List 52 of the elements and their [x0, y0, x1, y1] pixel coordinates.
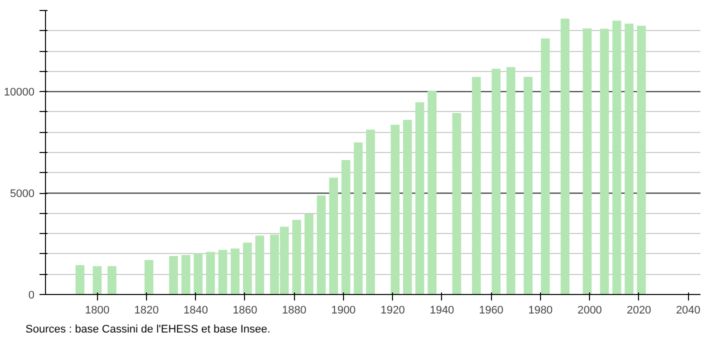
bar — [292, 220, 302, 294]
bar — [560, 18, 570, 294]
x-tick-label: 1800 — [84, 304, 110, 316]
bar — [612, 20, 622, 294]
bar — [452, 112, 462, 294]
x-tick-label: 1820 — [134, 304, 159, 316]
source-note: Sources : base Cassini de l'EHESS et base Insee. — [26, 324, 270, 336]
bar — [76, 265, 84, 294]
bar — [540, 38, 550, 294]
bar — [506, 67, 516, 294]
bar — [92, 266, 102, 294]
bar — [415, 102, 424, 294]
bar — [428, 90, 437, 294]
y-tick-label: 5000 — [10, 188, 35, 200]
bar — [108, 266, 116, 294]
y-tick-label: 0 — [28, 290, 35, 302]
x-tick-label: 1940 — [430, 304, 454, 316]
bar — [624, 24, 634, 294]
bar — [316, 196, 326, 294]
bar — [403, 120, 412, 294]
x-tick-label: 1840 — [183, 304, 208, 316]
bar — [218, 250, 228, 294]
bar — [304, 214, 314, 294]
x-tick-label: 2040 — [676, 304, 700, 316]
bar — [636, 26, 646, 294]
x-tick-label: 1920 — [380, 304, 405, 316]
x-tick-label: 1980 — [528, 304, 553, 316]
bar — [169, 256, 178, 294]
y-tick-label: 10000 — [4, 86, 35, 99]
bar — [600, 28, 609, 294]
bar — [144, 260, 154, 294]
bar — [329, 178, 338, 294]
bar — [255, 236, 264, 294]
x-tick-label: 1960 — [478, 304, 504, 316]
x-tick-label: 2000 — [577, 304, 602, 316]
bar — [366, 130, 375, 294]
x-tick-label: 1880 — [282, 304, 306, 316]
bar — [242, 242, 252, 294]
bar — [472, 76, 481, 294]
bar — [390, 124, 400, 294]
x-tick-label: 1900 — [331, 304, 356, 316]
bar — [582, 28, 592, 294]
bar — [354, 142, 363, 294]
bar — [194, 253, 203, 294]
bar — [206, 252, 215, 294]
bar — [492, 68, 501, 294]
x-tick-label: 1860 — [232, 304, 258, 316]
bar — [524, 76, 533, 294]
bar — [230, 248, 240, 294]
x-tick-label: 2020 — [626, 304, 652, 316]
bar — [341, 160, 350, 294]
bar — [181, 254, 190, 294]
